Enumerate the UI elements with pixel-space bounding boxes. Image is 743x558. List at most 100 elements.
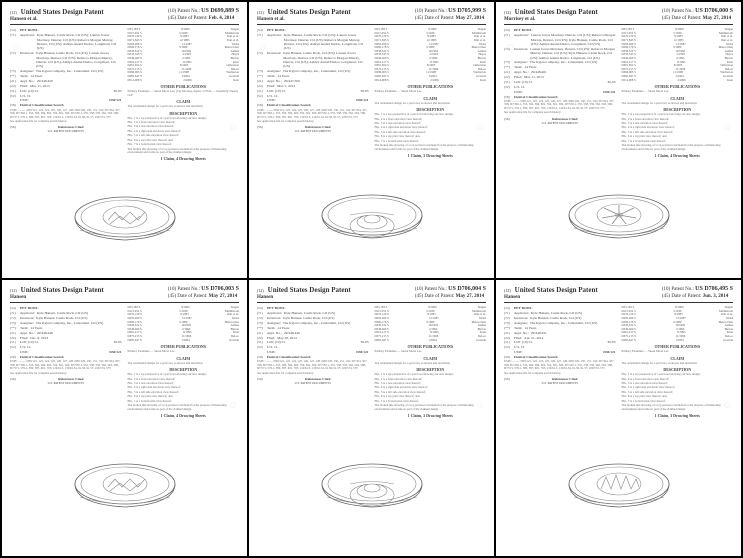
uscl-prefix: USPC bbox=[514, 350, 523, 354]
field-line: (71)Applicant:Kyle Hansen, Castle Rock, … bbox=[10, 311, 122, 315]
field-code: (71) bbox=[257, 33, 267, 51]
description-line: FIG. 1 is a top perspective of a pet bow… bbox=[375, 113, 487, 116]
field-code: (22) bbox=[10, 84, 20, 88]
loc-code: (51) bbox=[10, 340, 20, 344]
field-value: Mar. 11, 2013 bbox=[524, 75, 615, 79]
field-value: 29/448,446 bbox=[37, 331, 122, 335]
refs-subhead: U.S. PATENT DOCUMENTS bbox=[10, 130, 122, 134]
field-code: (71) bbox=[504, 33, 514, 46]
left-column: (54)PET BOWL(71)Applicant:Kyle Hansen, C… bbox=[10, 306, 122, 418]
date-label: Date of Patent: bbox=[424, 16, 454, 21]
right-column: D33,183 S8/1900TeagueD115,052 S5/1939Mal… bbox=[128, 28, 240, 161]
field-label: Filed: bbox=[20, 84, 28, 88]
field-label: Assignee: bbox=[20, 69, 34, 73]
ref-number: D514,908 S bbox=[622, 79, 636, 83]
field-line: (72)Inventors:Kyle Hansen, Castle Rock, … bbox=[504, 316, 616, 320]
header-index: (12) bbox=[10, 10, 17, 15]
field-line: (22)Filed:May 28, 2014 bbox=[257, 336, 369, 340]
field-label: Term: bbox=[514, 326, 522, 330]
field-code: (21) bbox=[257, 331, 267, 335]
patent-card: ⊙⊙(12)United States Design PatentHansen(… bbox=[495, 279, 742, 557]
reference-row: D485,647 S1/2004Grazioli bbox=[128, 339, 240, 343]
description-line: FIG. 1 is a top perspective of a pet bow… bbox=[622, 113, 734, 116]
loc-label: LOC (10) Cl. bbox=[20, 340, 39, 344]
patent-no-label: Patent No.: bbox=[424, 287, 447, 292]
ref-name: Grazioli bbox=[229, 339, 239, 343]
description-line: The broken line showing of a top portion… bbox=[128, 404, 240, 411]
refs-subhead: U.S. PATENT DOCUMENTS bbox=[504, 122, 616, 126]
field-label: Inventors: bbox=[20, 51, 34, 69]
left-column: (54)PET BOWL(71)Applicant:Kyle Hansen, C… bbox=[10, 28, 122, 161]
field-value: 29/448,451 bbox=[531, 331, 616, 335]
search-text: USPC .......... D30/121, 122, 124, 125, … bbox=[10, 360, 122, 370]
right-column: D33,183 S8/1900TeagueD115,052 S5/1939Mal… bbox=[375, 28, 487, 158]
field-code: (73) bbox=[504, 60, 514, 64]
uscl-val: D30/121 bbox=[523, 350, 616, 354]
field-label: Applicant: bbox=[267, 33, 282, 51]
header-index: (12) bbox=[10, 288, 17, 293]
claim-text: The ornamental design for a pet bowl, as… bbox=[128, 105, 240, 108]
date-code: (45) bbox=[168, 294, 176, 299]
field-label: Assignee: bbox=[267, 69, 281, 73]
patent-figure bbox=[504, 418, 733, 550]
references-list: D33,183 S8/1900TeagueD115,052 S5/1939Mal… bbox=[375, 306, 487, 342]
refs-code: (56) bbox=[10, 377, 20, 381]
field-line: (**)Term:14 Years bbox=[504, 326, 616, 330]
field-label: Appl. No.: bbox=[267, 331, 282, 335]
loc-value: 30-03 bbox=[535, 340, 616, 344]
ref-date: 1/2004 bbox=[675, 339, 683, 343]
patent-date: May 27, 2014 bbox=[703, 16, 731, 21]
loc-value: 30-03 bbox=[535, 80, 616, 84]
reference-row: D514,908 S2/2006Kent bbox=[622, 79, 734, 83]
patent-body: (54)PET BOWL(71)Applicant:Kyle Hansen, C… bbox=[257, 28, 486, 158]
field-line: (21)Appl. No.:29/448,449 bbox=[257, 331, 369, 335]
patent-figure bbox=[257, 158, 486, 272]
field-code: (73) bbox=[504, 321, 514, 325]
field-code: (73) bbox=[10, 69, 20, 73]
title-code: (54) bbox=[257, 306, 267, 310]
patent-header: (12)United States Design PatentHansen et… bbox=[10, 8, 239, 25]
field-value: Mar. 5, 2013 bbox=[277, 84, 368, 88]
ref-number: D485,647 S bbox=[622, 339, 636, 343]
field-line: (73)Assignee:The Kyjen Company, Inc., Ce… bbox=[257, 321, 369, 325]
patent-figure bbox=[504, 158, 733, 272]
patent-number: US D706,004 S bbox=[448, 286, 486, 292]
loc-label: LOC (10) Cl. bbox=[267, 89, 286, 93]
search-footer: See application file for complete search… bbox=[504, 111, 616, 114]
loc-label: LOC (10) Cl. bbox=[267, 340, 286, 344]
examiner-block: Primary Examiner — Susan Moon Lee; (74) … bbox=[128, 90, 240, 97]
uscl-prefix: USPC bbox=[20, 98, 29, 102]
reference-row: D485,647 S1/2004Grazioli bbox=[622, 339, 734, 343]
field-label: Assignee: bbox=[514, 60, 528, 64]
field-label: Assignee: bbox=[514, 321, 528, 325]
field-label: Filed: bbox=[267, 84, 275, 88]
field-value: Kyle Hansen, Castle Rock, CO (US) bbox=[531, 311, 616, 315]
references-list: D33,183 S8/1900TeagueD115,052 S5/1939Mal… bbox=[128, 28, 240, 82]
ref-date: 1/2004 bbox=[181, 339, 189, 343]
loc-value: 30-03 bbox=[288, 340, 369, 344]
loc-code: (51) bbox=[257, 89, 267, 93]
inventor-line: Hansen et al. bbox=[257, 17, 351, 22]
loc-label: LOC (10) Cl. bbox=[514, 80, 533, 84]
right-column: D33,183 S8/1900TeagueD115,052 S5/1939Mal… bbox=[622, 28, 734, 158]
field-code: (**) bbox=[10, 74, 20, 78]
field-label: Assignee: bbox=[267, 321, 281, 325]
field-line: (71)Applicant:Lauren Jowsa Morrisey, Den… bbox=[504, 33, 616, 46]
field-value: Kyle Hansen, Castle Rock, CO (US) bbox=[37, 311, 122, 315]
loc-label: LOC (10) Cl. bbox=[514, 340, 533, 344]
loc-value: 30-03 bbox=[288, 89, 369, 93]
ref-date: 2/2006 bbox=[183, 79, 191, 83]
field-label: Appl. No.: bbox=[20, 331, 35, 335]
patent-card: ⊙⊙(12)United States Design PatentHansen … bbox=[248, 1, 495, 279]
field-label: Applicant: bbox=[267, 311, 282, 315]
patent-number: US D706,000 S bbox=[695, 8, 733, 14]
search-footer: See application file for complete search… bbox=[504, 372, 616, 375]
field-label: Applicant: bbox=[20, 33, 35, 51]
ref-name: Kent bbox=[480, 79, 486, 83]
uscl-val: D30/121 bbox=[523, 90, 616, 94]
uscl-val: D30/121 bbox=[276, 98, 369, 102]
title-code: (54) bbox=[504, 28, 514, 32]
uscl-label: U.S. Cl. bbox=[20, 345, 31, 349]
loc-code: (51) bbox=[504, 340, 514, 344]
patent-header: (12)United States Design PatentHansen(10… bbox=[504, 286, 733, 303]
